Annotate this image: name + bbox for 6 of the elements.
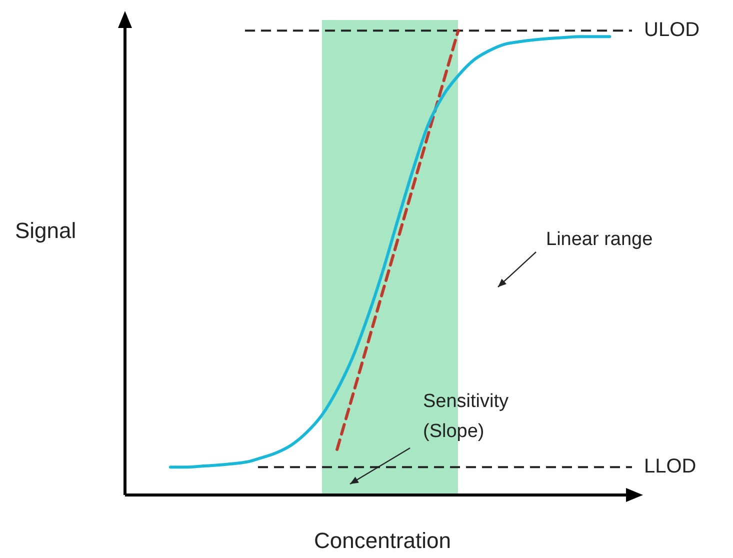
ref-line-label: LLOD xyxy=(644,456,696,478)
annotation: Sensitivity (Slope) xyxy=(423,391,510,442)
annotation: Linear range xyxy=(546,229,653,250)
x-axis-title: Concentration xyxy=(314,528,451,554)
y-axis-title: Signal xyxy=(15,218,76,244)
ref-line-label: ULOD xyxy=(644,19,700,42)
